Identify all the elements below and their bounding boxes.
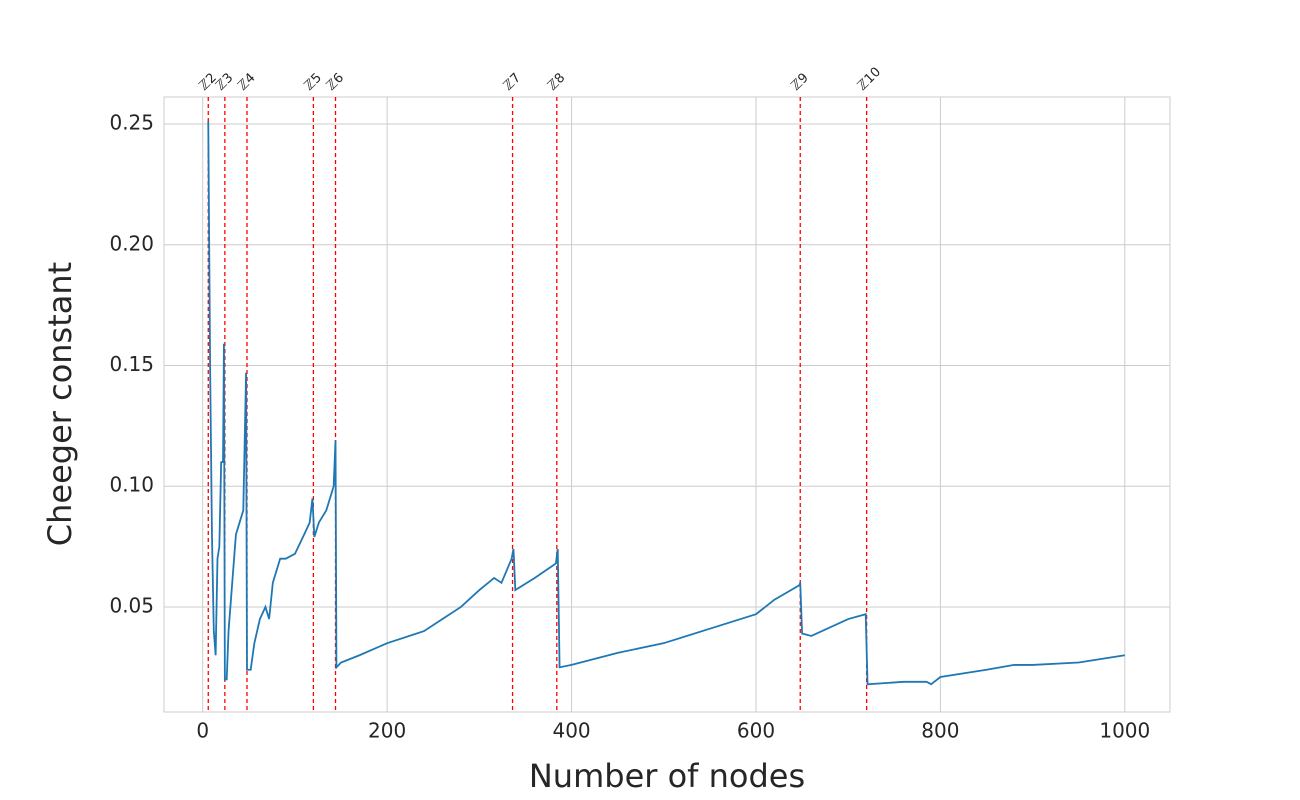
x-tick-label: 400 xyxy=(552,719,590,743)
y-tick-label: 0.15 xyxy=(109,352,154,376)
reference-label: ℤ8 xyxy=(545,71,568,94)
data-line xyxy=(207,121,1125,686)
y-tick-label: 0.10 xyxy=(109,473,154,497)
x-tick-label: 1000 xyxy=(1099,719,1150,743)
y-tick-label: 0.25 xyxy=(109,111,154,135)
y-axis-label: Cheeger constant xyxy=(41,262,79,546)
x-tick-label: 0 xyxy=(196,719,209,743)
reference-label: ℤ7 xyxy=(501,71,524,94)
reference-label: ℤ5 xyxy=(302,71,325,94)
x-tick-label: 800 xyxy=(921,719,959,743)
x-tick-label: 600 xyxy=(737,719,775,743)
reference-label: ℤ6 xyxy=(324,71,347,94)
plot-frame xyxy=(163,96,1171,713)
y-tick-label: 0.05 xyxy=(109,593,154,617)
x-tick-label: 200 xyxy=(368,719,406,743)
reference-label: ℤ10 xyxy=(855,65,884,94)
x-axis-label: Number of nodes xyxy=(529,757,805,795)
reference-label: ℤ4 xyxy=(235,71,258,94)
y-tick-label: 0.20 xyxy=(109,231,154,255)
reference-label: ℤ9 xyxy=(788,71,811,94)
reference-label: ℤ3 xyxy=(213,71,236,94)
